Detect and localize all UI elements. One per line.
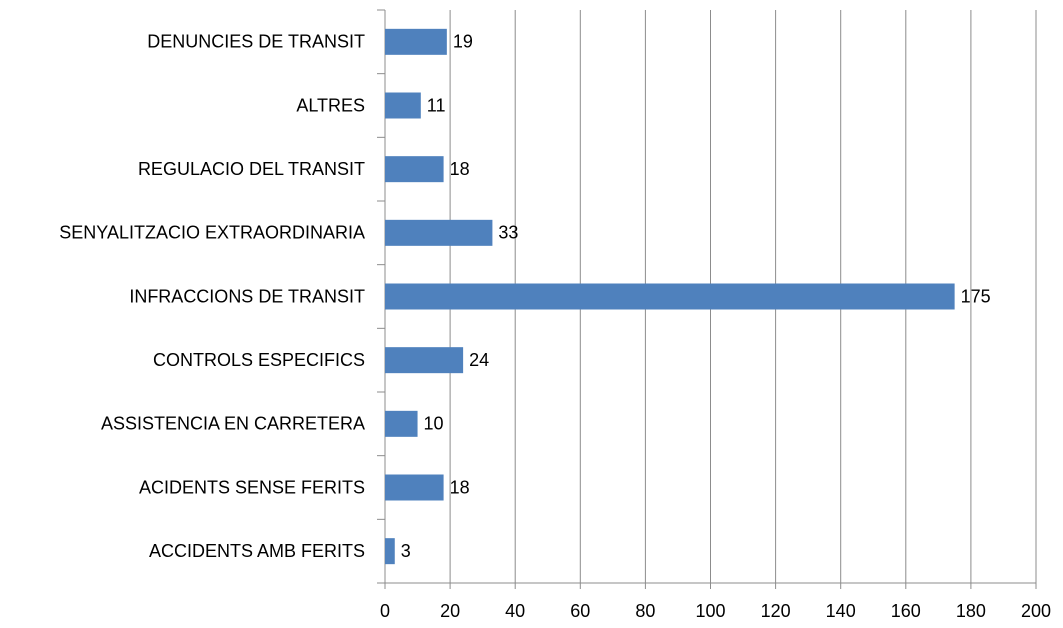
x-tick-label: 140 xyxy=(826,601,856,621)
y-tick-label: ACIDENTS SENSE FERITS xyxy=(139,477,365,497)
bar xyxy=(385,92,421,119)
data-label: 18 xyxy=(450,159,470,179)
y-tick-label: REGULACIO DEL TRANSIT xyxy=(138,159,365,179)
bar xyxy=(385,410,418,437)
y-tick-label: CONTROLS ESPECIFICS xyxy=(153,350,365,370)
y-tick-label: DENUNCIES DE TRANSIT xyxy=(147,32,365,52)
x-tick-label: 60 xyxy=(570,601,590,621)
data-label: 10 xyxy=(424,414,444,434)
x-tick-label: 200 xyxy=(1021,601,1051,621)
bar xyxy=(385,474,444,501)
x-tick-label: 20 xyxy=(440,601,460,621)
x-tick-label: 40 xyxy=(505,601,525,621)
x-tick-label: 180 xyxy=(956,601,986,621)
data-label: 24 xyxy=(469,350,489,370)
y-tick-label: ALTRES xyxy=(296,95,365,115)
x-tick-label: 100 xyxy=(695,601,725,621)
y-tick-label: ASSISTENCIA EN CARRETERA xyxy=(101,414,365,434)
x-tick-label: 160 xyxy=(891,601,921,621)
bar xyxy=(385,538,395,565)
data-label: 18 xyxy=(450,477,470,497)
data-label: 11 xyxy=(427,95,446,115)
bar xyxy=(385,156,444,183)
data-label: 175 xyxy=(961,286,991,306)
y-tick-label: SENYALITZACIO EXTRAORDINARIA xyxy=(59,223,365,243)
bar xyxy=(385,219,493,246)
data-label: 19 xyxy=(453,32,473,52)
y-tick-label: INFRACCIONS DE TRANSIT xyxy=(129,286,365,306)
y-tick-label: ACCIDENTS AMB FERITS xyxy=(149,541,365,561)
data-label: 3 xyxy=(401,541,411,561)
x-tick-label: 0 xyxy=(380,601,390,621)
bar xyxy=(385,28,447,55)
bar xyxy=(385,283,955,310)
x-tick-label: 80 xyxy=(635,601,655,621)
x-tick-label: 120 xyxy=(761,601,791,621)
data-label: 33 xyxy=(498,223,518,243)
bar xyxy=(385,347,464,374)
